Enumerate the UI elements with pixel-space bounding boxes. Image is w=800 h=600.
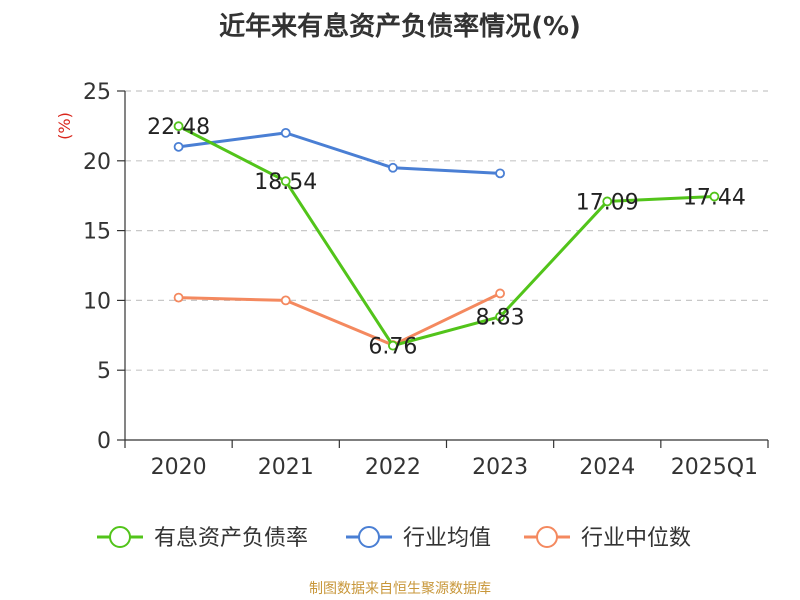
data-point	[495, 311, 505, 322]
chart-title: 近年来有息资产负债率情况(%)	[219, 12, 581, 42]
legend-label: 行业中位数	[581, 526, 691, 551]
data-point	[280, 295, 291, 306]
data-label: 22.48	[147, 115, 210, 140]
legend-label: 有息资产负债率	[154, 526, 308, 551]
y-tick-label: 0	[97, 429, 111, 454]
data-point	[280, 127, 291, 138]
data-label: 6.76	[368, 335, 417, 360]
data-point	[280, 176, 291, 187]
x-tick-label: 2023	[472, 455, 528, 480]
series-line	[177, 124, 715, 348]
y-tick-label: 15	[83, 220, 111, 245]
data-point	[602, 196, 613, 207]
data-label: 17.09	[576, 190, 639, 215]
data-point	[495, 168, 505, 179]
y-tick-label: 20	[83, 150, 111, 175]
x-tick-label: 2022	[365, 455, 421, 480]
data-point	[173, 292, 184, 303]
x-tick-label: 2025Q1	[671, 455, 758, 480]
y-tick-label: 5	[97, 359, 111, 384]
data-point	[495, 288, 505, 299]
data-label: 8.83	[476, 306, 525, 331]
y-tick-label: 25	[83, 80, 111, 105]
x-tick-label: 2024	[579, 455, 635, 480]
series-line	[178, 131, 501, 175]
legend-marker	[358, 526, 380, 548]
legend-label: 行业均值	[403, 526, 491, 551]
data-point	[388, 162, 398, 173]
data-label: 17.44	[683, 186, 746, 211]
legend-marker	[536, 526, 558, 548]
data-label: 18.54	[254, 170, 317, 195]
x-tick-label: 2020	[151, 455, 207, 480]
series-line	[178, 292, 501, 347]
data-point	[709, 191, 720, 202]
y-tick-label: 10	[83, 289, 111, 314]
y-axis-label: (%)	[55, 112, 74, 140]
data-point	[173, 121, 184, 132]
data-point	[388, 340, 398, 351]
x-tick-label: 2021	[258, 455, 314, 480]
data-point	[173, 141, 184, 152]
source-note: 制图数据来自恒生聚源数据库	[309, 581, 491, 597]
legend-marker	[109, 526, 131, 548]
